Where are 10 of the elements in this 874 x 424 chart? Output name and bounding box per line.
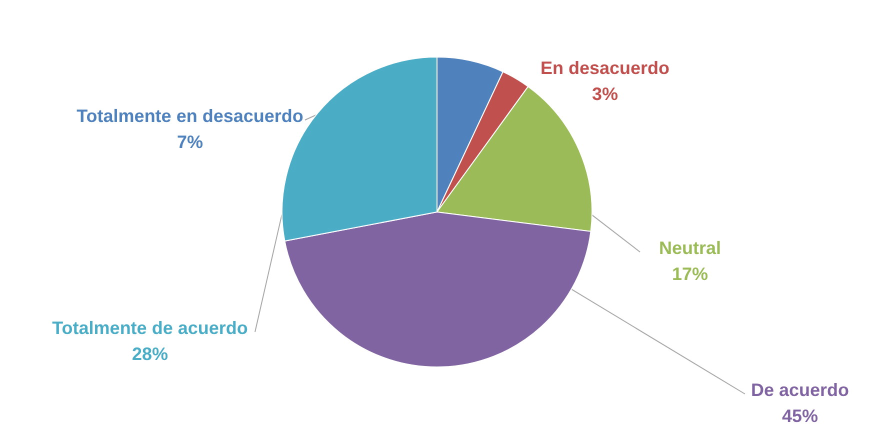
slice-label: Totalmente en desacuerdo xyxy=(76,106,304,126)
data-label: 3% xyxy=(592,84,618,104)
data-label: 7% xyxy=(176,132,204,152)
slice-label: Neutral xyxy=(658,238,722,258)
slice-label: En desacuerdo xyxy=(540,58,670,78)
data-label: 17% xyxy=(672,264,708,284)
data-label: 45% xyxy=(782,406,818,424)
slice-label: De acuerdo xyxy=(750,380,850,400)
slice-label: Totalmente de acuerdo xyxy=(52,318,248,338)
data-label: 28% xyxy=(132,344,168,364)
